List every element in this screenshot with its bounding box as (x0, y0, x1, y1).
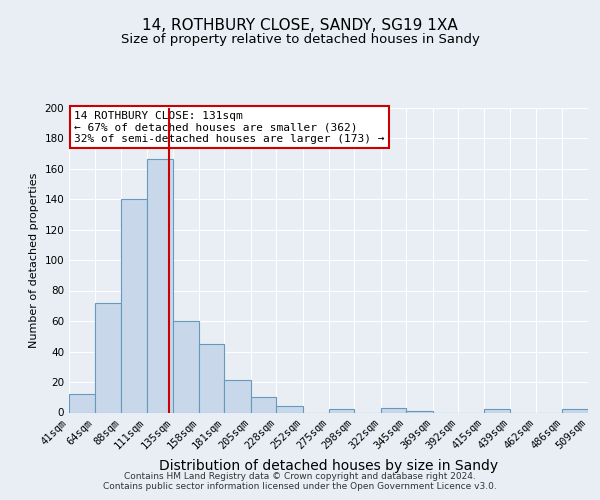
Bar (173, 321, 199, 412)
Bar (199, 344, 224, 412)
Text: Contains public sector information licensed under the Open Government Licence v3: Contains public sector information licen… (103, 482, 497, 491)
Text: 14, ROTHBURY CLOSE, SANDY, SG19 1XA: 14, ROTHBURY CLOSE, SANDY, SG19 1XA (142, 18, 458, 32)
Text: 14 ROTHBURY CLOSE: 131sqm
← 67% of detached houses are smaller (362)
32% of semi: 14 ROTHBURY CLOSE: 131sqm ← 67% of detac… (74, 110, 385, 144)
Bar (484, 410, 511, 412)
Bar (562, 410, 588, 412)
Bar (224, 380, 251, 412)
Bar (406, 411, 433, 412)
Bar (380, 408, 406, 412)
Bar (329, 410, 354, 412)
Bar (146, 160, 173, 412)
X-axis label: Distribution of detached houses by size in Sandy: Distribution of detached houses by size … (159, 460, 498, 473)
Bar (69, 394, 95, 412)
Text: Contains HM Land Registry data © Crown copyright and database right 2024.: Contains HM Land Registry data © Crown c… (124, 472, 476, 481)
Text: Size of property relative to detached houses in Sandy: Size of property relative to detached ho… (121, 32, 479, 46)
Y-axis label: Number of detached properties: Number of detached properties (29, 172, 39, 348)
Bar (121, 199, 146, 412)
Bar (277, 406, 303, 412)
Bar (251, 397, 277, 412)
Bar (95, 302, 121, 412)
